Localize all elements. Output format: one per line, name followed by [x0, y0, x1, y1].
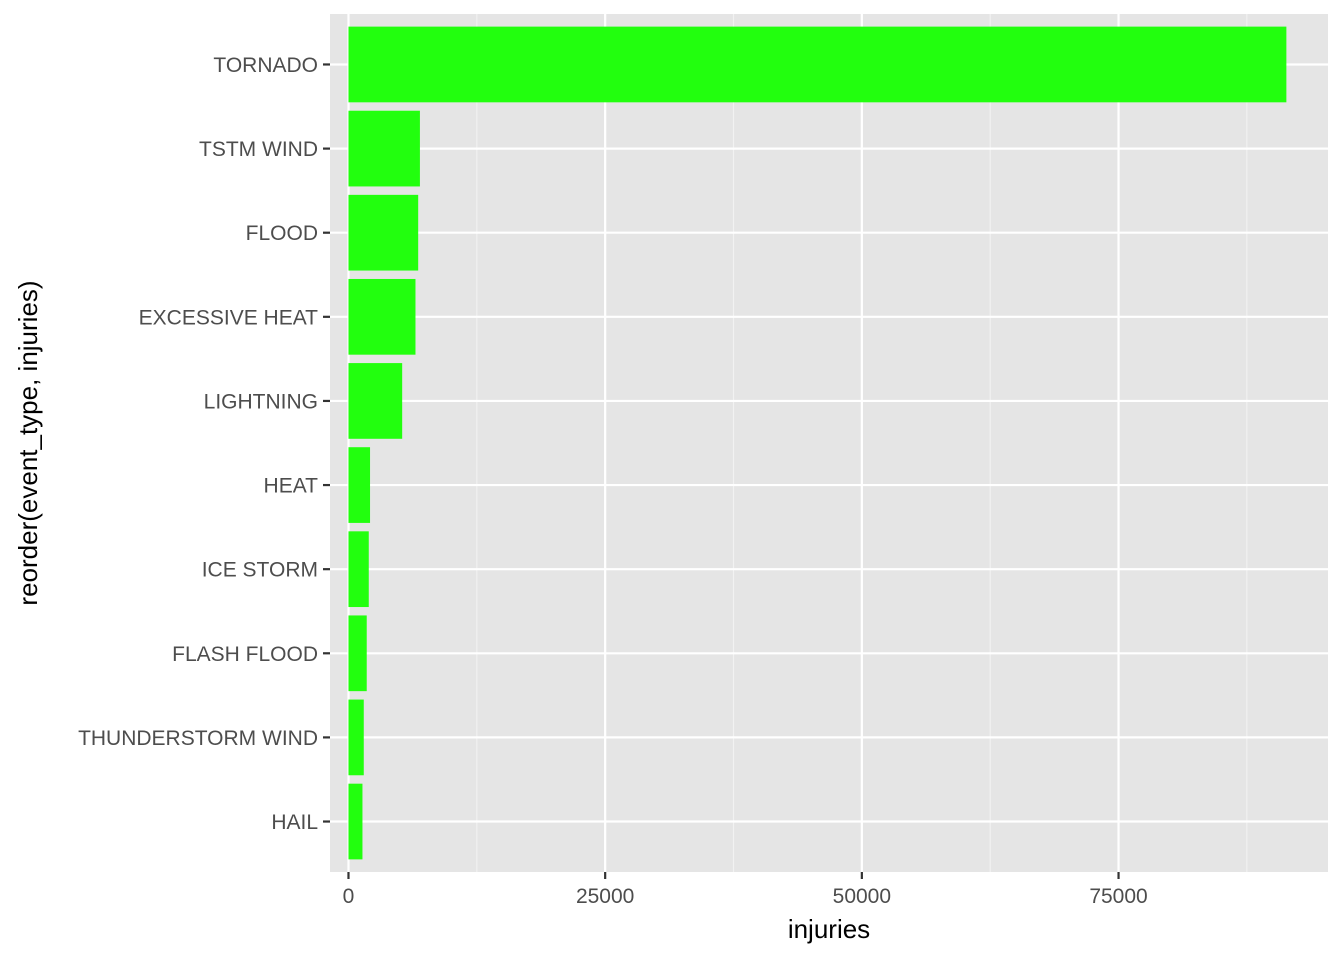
y-tick-label: HAIL [271, 811, 318, 834]
y-axis: TORNADO TSTM WIND FLOOD EXCESSIVE HEAT LIGHT… [78, 54, 330, 834]
major-gridlines [330, 14, 1328, 872]
bar [348, 278, 416, 355]
x-tick-label: 50000 [833, 885, 891, 908]
y-tick-label: TORNADO [213, 54, 318, 77]
bar [348, 26, 1287, 103]
y-tick-label: THUNDERSTORM WIND [78, 727, 318, 750]
bar [348, 447, 371, 523]
x-tick-label: 0 [343, 885, 355, 908]
bar [348, 615, 367, 692]
x-axis-title: injuries [788, 914, 870, 944]
y-tick-label: EXCESSIVE HEAT [139, 306, 319, 329]
x-tick-label: 25000 [576, 885, 634, 908]
bar [348, 110, 420, 187]
bar [348, 531, 369, 608]
bar [348, 699, 364, 776]
bar [348, 363, 403, 439]
y-tick-label: LIGHTNING [204, 390, 318, 413]
x-tick-label: 75000 [1089, 885, 1147, 908]
y-axis-title: reorder(event_type, injuries) [13, 280, 43, 605]
y-tick-label: HEAT [264, 475, 319, 498]
bar [348, 194, 419, 271]
y-tick-label: ICE STORM [202, 559, 318, 582]
y-tick-label: FLASH FLOOD [172, 643, 318, 666]
x-axis: 0 25000 50000 75000 [343, 872, 1148, 908]
bars [348, 26, 1287, 860]
plot-panel [330, 14, 1328, 872]
minor-gridlines [476, 14, 1248, 872]
y-tick-label: TSTM WIND [199, 138, 318, 161]
bar [348, 783, 363, 860]
y-tick-label: FLOOD [246, 222, 318, 245]
